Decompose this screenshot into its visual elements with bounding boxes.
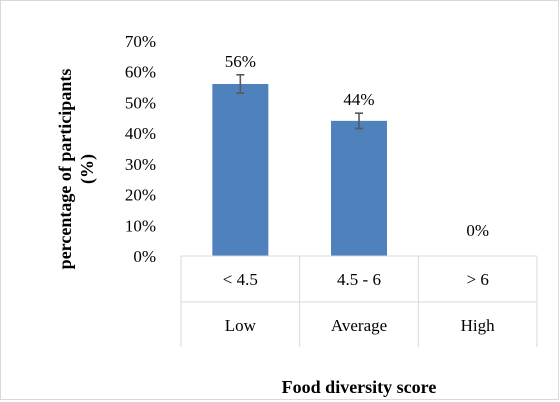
bar <box>331 120 387 256</box>
x-group-label: High <box>461 316 496 335</box>
data-label: 0% <box>466 221 489 240</box>
y-axis-title-line1: percentage of participants <box>55 69 75 270</box>
y-tick-label: 20% <box>125 186 156 205</box>
x-axis-category-table: < 4.5 Low 4.5 - 6 Average > 6 High <box>180 255 538 347</box>
x-axis-title: Food diversity score <box>282 377 437 397</box>
error-bar <box>355 112 363 130</box>
y-tick-label: 30% <box>125 155 156 174</box>
data-labels-group: 56% 44% 0% <box>225 52 489 240</box>
y-tick-label: 40% <box>125 124 156 143</box>
error-bars-group <box>236 73 363 130</box>
x-tick-label: > 6 <box>466 270 488 289</box>
bar <box>212 84 269 256</box>
y-tick-label: 0% <box>133 247 156 266</box>
x-group-label: Low <box>225 316 257 335</box>
x-tick-label: < 4.5 <box>223 270 258 289</box>
y-tick-label: 70% <box>125 32 156 51</box>
y-tick-label: 60% <box>125 63 156 82</box>
x-group-label: Average <box>331 316 387 335</box>
data-label: 44% <box>343 90 374 109</box>
x-tick-label: 4.5 - 6 <box>337 270 381 289</box>
y-axis-ticks: 0% 10% 20% 30% 40% 50% 60% 70% <box>125 32 156 266</box>
data-label: 56% <box>225 52 256 71</box>
y-tick-label: 50% <box>125 93 156 112</box>
bars-group <box>212 84 387 256</box>
y-axis-title-line2: (%) <box>77 154 98 184</box>
error-bar <box>236 73 245 95</box>
y-tick-label: 10% <box>125 216 156 235</box>
